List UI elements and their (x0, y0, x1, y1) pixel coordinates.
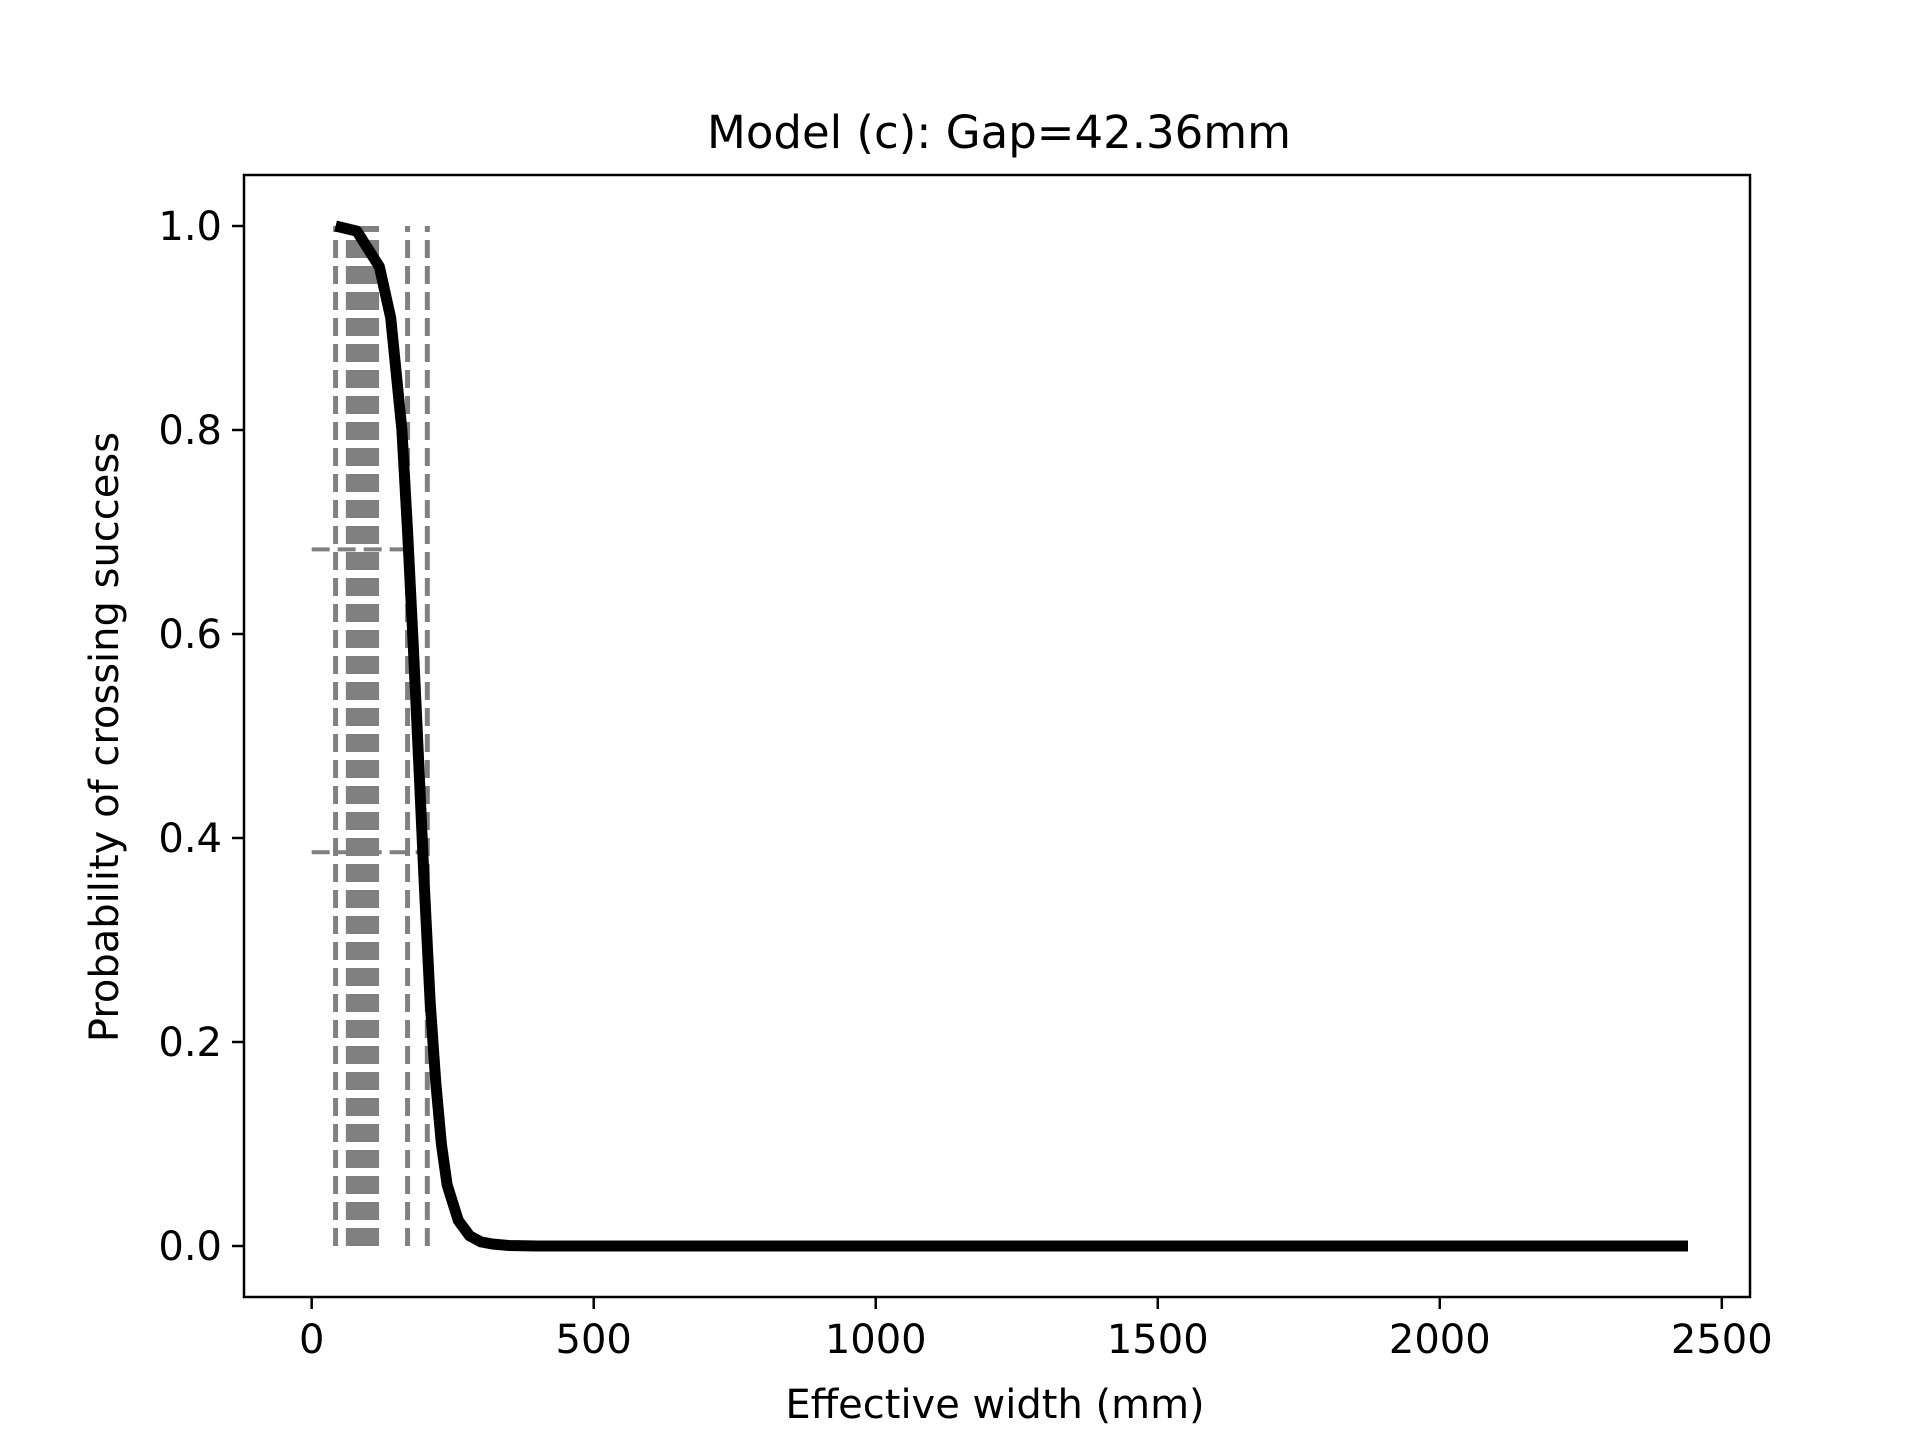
x-tick-label: 500 (556, 1317, 632, 1363)
chart-title: Model (c): Gap=42.36mm (707, 106, 1291, 159)
x-tick-label: 0 (299, 1317, 324, 1363)
x-axis-label: Effective width (mm) (785, 1382, 1204, 1428)
y-tick-label: 0.0 (158, 1224, 222, 1270)
series-line (334, 220, 1688, 1252)
x-tick-label: 1000 (825, 1317, 927, 1363)
y-tick-label: 0.8 (158, 408, 222, 454)
y-tick-label: 0.6 (158, 612, 222, 658)
x-tick-label: 2500 (1671, 1317, 1773, 1363)
y-axis-label: Probability of crossing success (82, 432, 128, 1042)
y-tick-label: 1.0 (158, 204, 222, 250)
x-tick-label: 2000 (1389, 1317, 1491, 1363)
axis-ticks: 0 500 1000 1500 2000 2500 0.0 0.2 0.4 0.6 0.8 1.0 (158, 204, 1772, 1363)
plot-area (311, 220, 1688, 1252)
y-tick-label: 0.2 (158, 1020, 222, 1066)
y-tick-label: 0.4 (158, 816, 222, 862)
axes-frame (242, 173, 1752, 1299)
x-tick-label: 1500 (1107, 1317, 1209, 1363)
